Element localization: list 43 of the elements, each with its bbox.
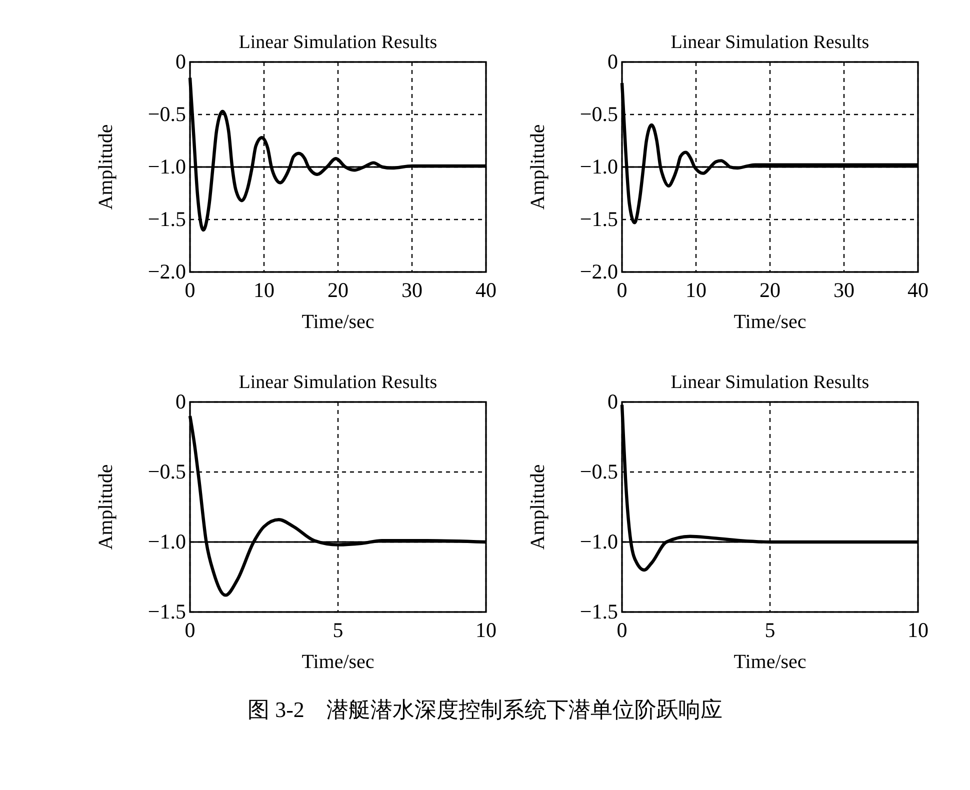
y-tick-label: −1.5 <box>580 207 618 232</box>
y-tick-label: −0.5 <box>580 102 618 126</box>
x-tick-label: 40 <box>476 278 496 302</box>
y-tick-label: −0.5 <box>148 460 186 484</box>
y-tick-label: 0 <box>176 50 186 74</box>
x-tick-label: 20 <box>328 278 348 302</box>
y-axis-title: Amplitude <box>527 464 549 550</box>
x-axis-title: Time/sec <box>734 311 806 333</box>
y-tick-label: −1.5 <box>580 600 618 624</box>
chart-title: Linear Simulation Results <box>670 32 870 53</box>
y-tick-label: 0 <box>176 390 186 414</box>
x-axis-title: Time/sec <box>734 651 806 673</box>
caption: 图 3-2 潜艇潜水深度控制系统下潜单位阶跃响应 <box>248 697 722 722</box>
y-tick-label: 0 <box>608 390 618 414</box>
y-tick-label: −2.0 <box>148 260 186 284</box>
y-tick-label: −0.5 <box>148 102 186 126</box>
x-tick-label: 10 <box>686 278 706 302</box>
chart-title: Linear Simulation Results <box>670 372 870 393</box>
x-tick-label: 5 <box>332 618 344 642</box>
y-tick-label: −1.5 <box>148 207 186 232</box>
x-tick-label: 40 <box>908 278 928 302</box>
x-tick-label: 30 <box>834 278 854 302</box>
y-tick-label: 0 <box>608 50 618 74</box>
y-tick-label: −2.0 <box>580 260 618 284</box>
x-tick-label: 10 <box>476 618 496 642</box>
x-tick-label: 10 <box>254 278 274 302</box>
x-axis-title: Time/sec <box>302 311 374 333</box>
y-axis-title: Amplitude <box>95 464 117 550</box>
chart-title: Linear Simulation Results <box>238 32 438 53</box>
y-axis-title: Amplitude <box>95 124 117 210</box>
y-tick-label: −1.0 <box>580 154 618 179</box>
y-tick-label: −1.5 <box>148 600 186 624</box>
y-tick-label: −1.0 <box>148 154 186 179</box>
chart-title: Linear Simulation Results <box>238 372 438 393</box>
y-tick-label: −1.0 <box>148 530 186 554</box>
x-axis-title: Time/sec <box>302 651 374 673</box>
y-tick-label: −1.0 <box>580 530 618 554</box>
x-tick-label: 10 <box>908 618 928 642</box>
y-tick-label: −0.5 <box>580 460 618 484</box>
x-tick-label: 30 <box>402 278 422 302</box>
x-tick-label: 20 <box>760 278 780 302</box>
y-axis-title: Amplitude <box>527 124 549 210</box>
x-tick-label: 5 <box>764 618 776 642</box>
